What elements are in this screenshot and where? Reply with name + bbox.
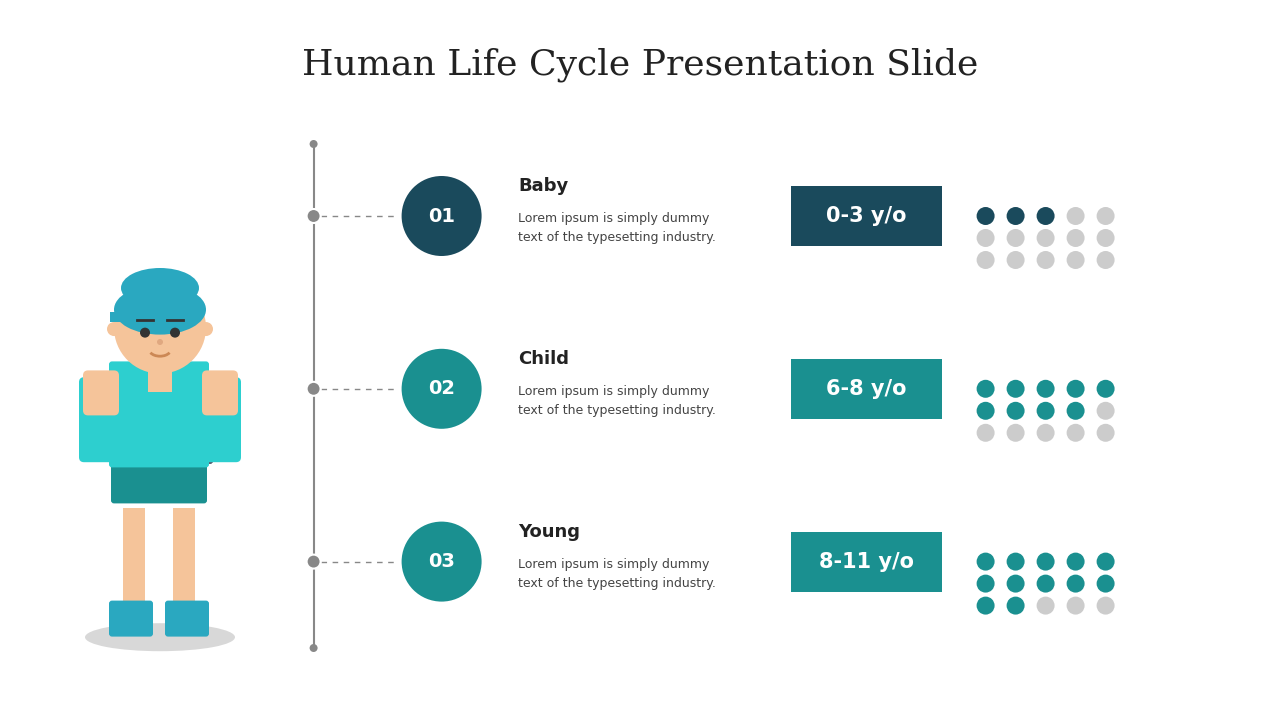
Ellipse shape <box>1006 207 1024 225</box>
Bar <box>123 508 145 608</box>
Ellipse shape <box>1037 251 1055 269</box>
Ellipse shape <box>114 282 206 374</box>
Ellipse shape <box>1006 553 1024 570</box>
Ellipse shape <box>977 424 995 442</box>
Ellipse shape <box>122 268 198 308</box>
Ellipse shape <box>977 207 995 225</box>
Ellipse shape <box>1066 380 1084 397</box>
Ellipse shape <box>1006 402 1024 420</box>
Text: Young: Young <box>518 523 580 541</box>
Ellipse shape <box>1006 597 1024 615</box>
Ellipse shape <box>170 328 180 338</box>
Ellipse shape <box>1006 251 1024 269</box>
Ellipse shape <box>1006 380 1024 397</box>
FancyBboxPatch shape <box>83 370 119 415</box>
Ellipse shape <box>1037 597 1055 615</box>
Ellipse shape <box>114 284 206 335</box>
Ellipse shape <box>1006 575 1024 593</box>
Ellipse shape <box>1037 229 1055 247</box>
Ellipse shape <box>198 322 212 336</box>
Bar <box>173 508 195 608</box>
Ellipse shape <box>977 229 995 247</box>
Ellipse shape <box>307 382 320 396</box>
Text: 0-3 y/o: 0-3 y/o <box>827 206 906 226</box>
Text: Child: Child <box>518 350 570 368</box>
Ellipse shape <box>307 209 320 223</box>
Text: 02: 02 <box>428 379 456 398</box>
Text: Lorem ipsum is simply dummy
text of the typesetting industry.: Lorem ipsum is simply dummy text of the … <box>518 557 717 590</box>
Ellipse shape <box>1066 553 1084 570</box>
FancyBboxPatch shape <box>79 377 119 462</box>
Ellipse shape <box>1006 229 1024 247</box>
Ellipse shape <box>1097 553 1115 570</box>
Text: Human Life Cycle Presentation Slide: Human Life Cycle Presentation Slide <box>302 48 978 82</box>
Ellipse shape <box>157 339 163 345</box>
Text: Lorem ipsum is simply dummy
text of the typesetting industry.: Lorem ipsum is simply dummy text of the … <box>518 384 717 417</box>
Ellipse shape <box>1097 207 1115 225</box>
FancyBboxPatch shape <box>202 370 238 415</box>
Ellipse shape <box>310 644 317 652</box>
Ellipse shape <box>140 328 150 338</box>
Ellipse shape <box>1097 402 1115 420</box>
Ellipse shape <box>1066 229 1084 247</box>
FancyBboxPatch shape <box>165 373 212 464</box>
Ellipse shape <box>1097 229 1115 247</box>
Ellipse shape <box>1066 251 1084 269</box>
Ellipse shape <box>1097 424 1115 442</box>
Ellipse shape <box>977 553 995 570</box>
Ellipse shape <box>1037 553 1055 570</box>
Text: 03: 03 <box>429 552 454 571</box>
FancyBboxPatch shape <box>109 600 154 636</box>
Ellipse shape <box>1097 251 1115 269</box>
Bar <box>148 364 172 392</box>
Ellipse shape <box>402 348 481 429</box>
Ellipse shape <box>1066 597 1084 615</box>
Ellipse shape <box>310 140 317 148</box>
Text: Baby: Baby <box>518 177 568 195</box>
Ellipse shape <box>1066 207 1084 225</box>
Text: Lorem ipsum is simply dummy
text of the typesetting industry.: Lorem ipsum is simply dummy text of the … <box>518 212 717 244</box>
FancyBboxPatch shape <box>111 442 207 503</box>
Ellipse shape <box>1037 424 1055 442</box>
Bar <box>110 312 175 322</box>
Ellipse shape <box>977 380 995 397</box>
Text: 8-11 y/o: 8-11 y/o <box>819 552 914 572</box>
Ellipse shape <box>1097 575 1115 593</box>
Ellipse shape <box>1006 424 1024 442</box>
Ellipse shape <box>307 554 320 569</box>
Ellipse shape <box>1097 380 1115 397</box>
Bar <box>791 359 942 419</box>
Ellipse shape <box>402 521 481 602</box>
Ellipse shape <box>402 176 481 256</box>
Ellipse shape <box>1066 575 1084 593</box>
Ellipse shape <box>977 575 995 593</box>
Ellipse shape <box>1066 402 1084 420</box>
Text: 01: 01 <box>428 207 456 225</box>
Ellipse shape <box>977 251 995 269</box>
Ellipse shape <box>1066 424 1084 442</box>
Ellipse shape <box>1097 597 1115 615</box>
Text: 6-8 y/o: 6-8 y/o <box>827 379 906 399</box>
FancyBboxPatch shape <box>169 378 212 464</box>
FancyBboxPatch shape <box>109 361 209 467</box>
Ellipse shape <box>977 402 995 420</box>
Ellipse shape <box>977 597 995 615</box>
Ellipse shape <box>84 624 236 651</box>
Ellipse shape <box>1037 380 1055 397</box>
Bar <box>791 186 942 246</box>
Ellipse shape <box>108 322 122 336</box>
FancyBboxPatch shape <box>201 377 241 462</box>
Bar <box>791 531 942 592</box>
Ellipse shape <box>1037 575 1055 593</box>
Ellipse shape <box>1037 207 1055 225</box>
Ellipse shape <box>1037 402 1055 420</box>
FancyBboxPatch shape <box>165 600 209 636</box>
